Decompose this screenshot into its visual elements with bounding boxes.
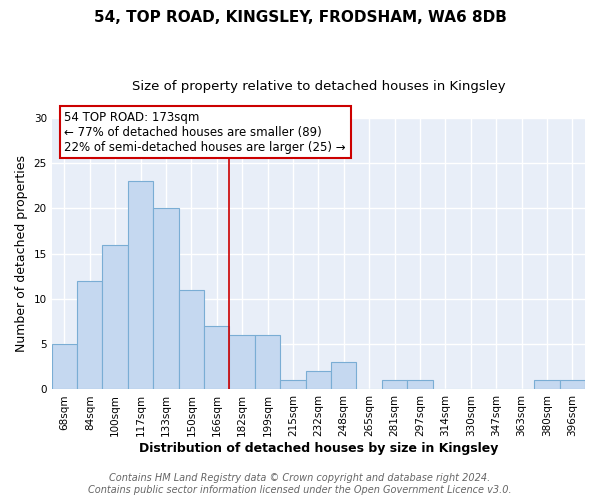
X-axis label: Distribution of detached houses by size in Kingsley: Distribution of detached houses by size … [139,442,498,455]
Bar [229,335,255,390]
Bar [280,380,305,390]
Bar [305,372,331,390]
Bar [153,208,179,390]
Bar [382,380,407,390]
Bar [534,380,560,390]
Bar [255,335,280,390]
Bar [77,281,103,390]
Text: Contains HM Land Registry data © Crown copyright and database right 2024.
Contai: Contains HM Land Registry data © Crown c… [88,474,512,495]
Bar [103,244,128,390]
Title: Size of property relative to detached houses in Kingsley: Size of property relative to detached ho… [131,80,505,93]
Bar [407,380,433,390]
Text: 54 TOP ROAD: 173sqm
← 77% of detached houses are smaller (89)
22% of semi-detach: 54 TOP ROAD: 173sqm ← 77% of detached ho… [64,110,346,154]
Text: 54, TOP ROAD, KINGSLEY, FRODSHAM, WA6 8DB: 54, TOP ROAD, KINGSLEY, FRODSHAM, WA6 8D… [94,10,506,25]
Bar [52,344,77,390]
Y-axis label: Number of detached properties: Number of detached properties [15,155,28,352]
Bar [560,380,585,390]
Bar [128,181,153,390]
Bar [204,326,229,390]
Bar [331,362,356,390]
Bar [179,290,204,390]
